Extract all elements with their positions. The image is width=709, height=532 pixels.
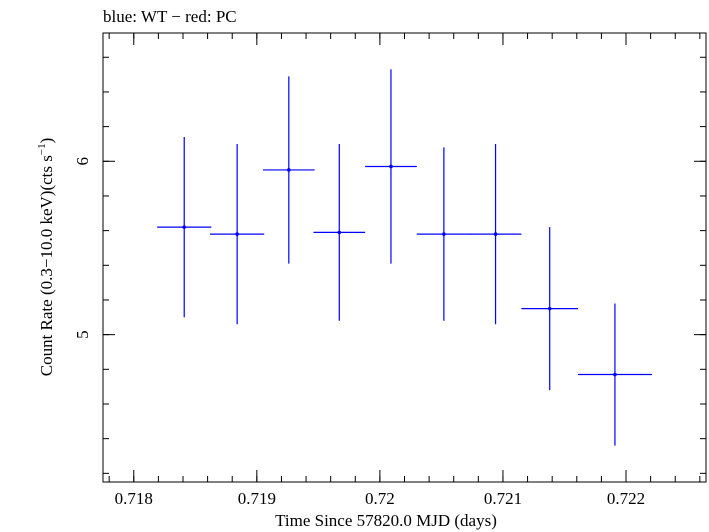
data-point: [521, 227, 579, 391]
data-point: [313, 143, 366, 321]
data-marker: [493, 232, 498, 236]
chart-title: blue: WT − red: PC: [103, 7, 237, 26]
data-marker: [182, 225, 187, 229]
data-marker: [235, 232, 239, 236]
axis-ticks: [103, 33, 706, 482]
data-point: [416, 147, 471, 321]
data-point: [157, 137, 212, 318]
x-tick-label: 0.721: [484, 489, 522, 508]
y-tick-label: 6: [73, 157, 92, 166]
data-point: [365, 69, 417, 264]
data-point: [578, 303, 652, 446]
plot-frame: [102, 32, 707, 483]
x-tick-label: 0.719: [238, 489, 276, 508]
y-axis-label-main: Count Rate (0.3−10.0 keV)(cts s: [37, 155, 56, 376]
data-marker: [389, 164, 393, 169]
x-tick-labels: 0.718 0.719 0.72 0.721 0.722: [115, 489, 645, 508]
data-marker: [442, 232, 446, 236]
data-marker: [613, 372, 617, 377]
data-marker: [337, 230, 342, 235]
y-tick-labels: 56: [73, 157, 92, 339]
data-marker: [287, 168, 291, 172]
y-axis-label-close: ): [37, 138, 56, 144]
data-point: [262, 76, 315, 264]
y-axis-label-exponent: −1: [36, 143, 48, 155]
y-axis-label: Count Rate (0.3−10.0 keV)(cts s−1): [36, 138, 56, 377]
x-tick-label: 0.72: [365, 489, 395, 508]
x-tick-label: 0.722: [607, 489, 645, 508]
data-point: [210, 143, 265, 325]
y-tick-label: 5: [73, 330, 92, 339]
x-tick-label: 0.718: [115, 489, 153, 508]
data-series-wt: [157, 69, 652, 446]
data-marker: [547, 306, 552, 311]
x-axis-label: Time Since 57820.0 MJD (days): [275, 511, 497, 530]
data-point: [469, 143, 522, 325]
